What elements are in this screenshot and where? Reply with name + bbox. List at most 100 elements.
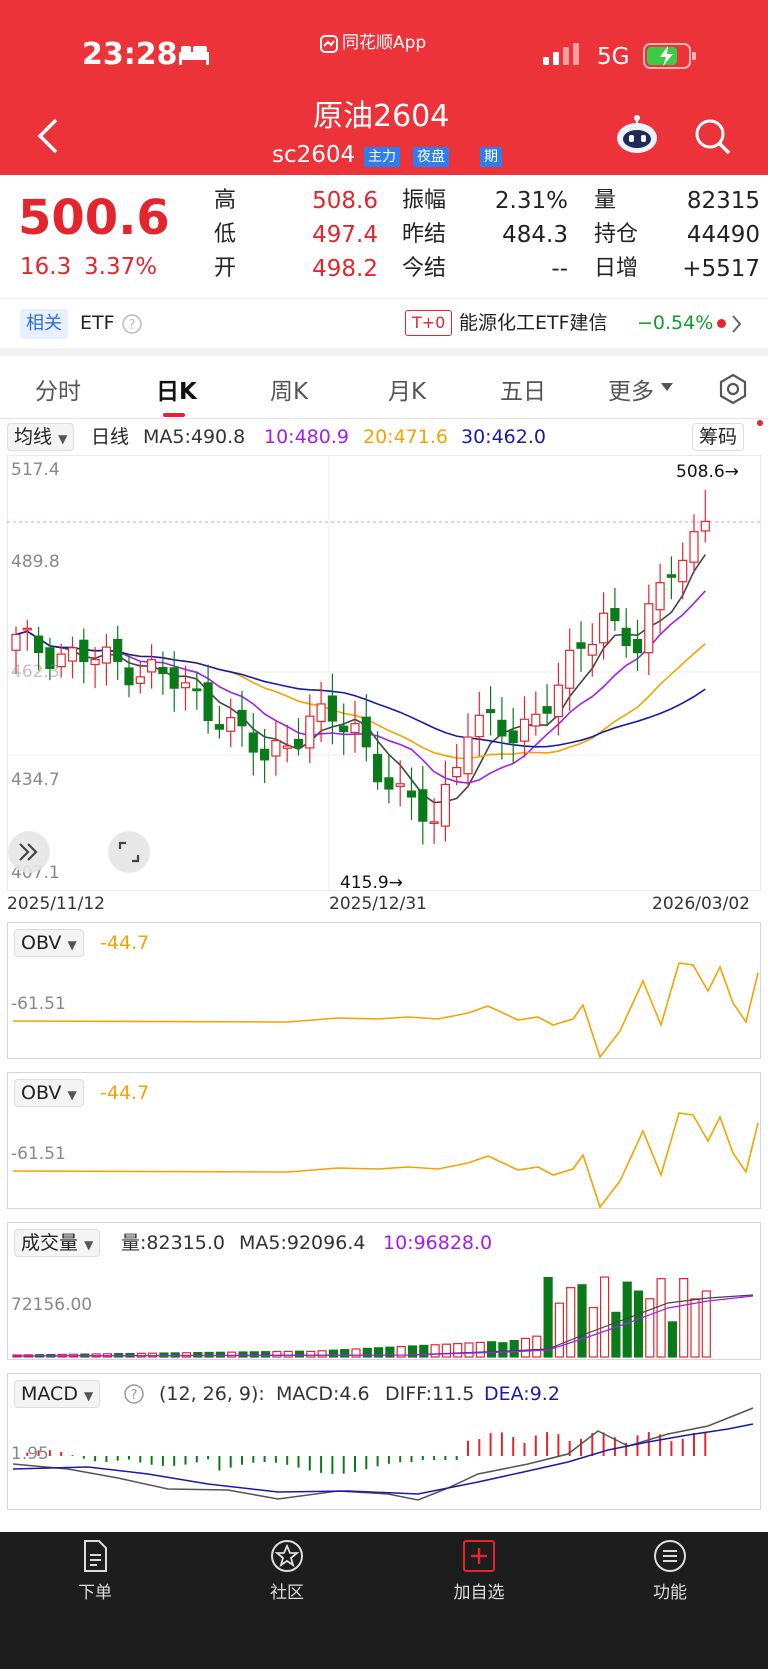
volume-bar bbox=[645, 1298, 655, 1358]
star-circle-icon bbox=[271, 1540, 303, 1572]
network-type: 5G bbox=[597, 44, 630, 70]
macd-chart bbox=[12, 1407, 754, 1501]
candle-body bbox=[689, 531, 699, 563]
search-icon[interactable] bbox=[693, 117, 733, 157]
contract-code: sc2604 bbox=[272, 142, 356, 168]
volume-bar bbox=[701, 1290, 711, 1358]
candle-body bbox=[373, 753, 383, 783]
etf-name[interactable]: 能源化工ETF建信 bbox=[459, 312, 608, 334]
candlestick-chart[interactable]: 517.4 489.8 462.3 434.7 407.1 508.6→ 415… bbox=[7, 455, 761, 891]
dropdown-arrow-icon[interactable] bbox=[660, 382, 674, 392]
candle-body bbox=[282, 745, 292, 749]
label-today-settle: 今结 bbox=[402, 256, 447, 281]
battery-icon bbox=[643, 43, 696, 69]
candle-body bbox=[610, 608, 620, 622]
tab-more[interactable]: 更多 bbox=[608, 379, 654, 405]
ma-select-label: 均线 bbox=[14, 426, 53, 448]
volume-select[interactable]: 成交量 ▼ bbox=[14, 1229, 101, 1257]
chip-button[interactable]: 筹码 bbox=[692, 423, 745, 451]
obv-name: OBV bbox=[21, 1082, 62, 1104]
candle-body bbox=[632, 638, 643, 654]
app-logo-icon bbox=[320, 35, 338, 53]
candle-body bbox=[192, 688, 202, 692]
robot-assistant-icon[interactable] bbox=[614, 112, 660, 156]
value-today-settle: -- bbox=[551, 256, 568, 282]
chevron-right-icon[interactable] bbox=[731, 314, 743, 334]
volume-bar bbox=[498, 1342, 508, 1358]
obv-axis-label: -61.51 bbox=[11, 1144, 66, 1164]
volume-bar bbox=[532, 1335, 542, 1358]
obv-panel-2[interactable]: OBV ▼ -44.7 -61.51 bbox=[7, 1072, 761, 1209]
tab-timeshare[interactable]: 分时 bbox=[35, 379, 81, 405]
y-axis-label-3: 462.3 bbox=[11, 662, 60, 682]
volume-bar bbox=[181, 1352, 192, 1358]
y-axis-label-top: 517.4 bbox=[11, 460, 60, 480]
candle-body bbox=[11, 633, 21, 651]
price-change-pct: 3.37% bbox=[84, 254, 158, 280]
candle-body bbox=[406, 790, 417, 798]
expand-indicators-button[interactable] bbox=[8, 831, 50, 873]
double-chevron-icon bbox=[19, 843, 38, 861]
settings-hex-icon[interactable] bbox=[716, 372, 750, 406]
candle-body bbox=[271, 739, 281, 757]
candle-body bbox=[147, 659, 157, 673]
volume-bar bbox=[261, 1351, 271, 1358]
tag-night: 夜盘 bbox=[413, 147, 449, 167]
candle-body bbox=[101, 646, 112, 664]
nav-add-watchlist[interactable]: 加自选 bbox=[429, 1538, 529, 1603]
nav-community[interactable]: 社区 bbox=[237, 1538, 337, 1603]
y-axis-label-2: 489.8 bbox=[11, 552, 60, 572]
ma-select[interactable]: 均线 ▼ bbox=[7, 423, 75, 451]
menu-circle-icon bbox=[654, 1540, 686, 1572]
tab-weekly-k[interactable]: 周K bbox=[270, 379, 309, 405]
volume-bar bbox=[679, 1278, 689, 1358]
obv-line-chart bbox=[12, 1112, 759, 1209]
related-tag[interactable]: 相关 bbox=[20, 309, 68, 339]
candle-body bbox=[384, 777, 394, 790]
obv-line bbox=[12, 962, 759, 1059]
ma30-value: 30:462.0 bbox=[461, 426, 546, 448]
back-icon[interactable] bbox=[34, 116, 60, 156]
ma30-line bbox=[15, 630, 706, 748]
volume-panel[interactable]: 成交量 ▼ 量:82315.0 MA5:92096.4 10:96828.0 7… bbox=[7, 1222, 761, 1360]
signal-icon bbox=[543, 43, 579, 65]
nav-functions-label: 功能 bbox=[653, 1583, 687, 1603]
candle-body bbox=[350, 723, 360, 734]
help-icon[interactable]: ? bbox=[123, 1383, 145, 1405]
value-high: 508.6 bbox=[312, 188, 378, 214]
tab-monthly-k[interactable]: 月K bbox=[388, 379, 427, 405]
volume-bar bbox=[396, 1345, 406, 1358]
dropdown-arrow-icon: ▼ bbox=[84, 1238, 94, 1252]
candle-body bbox=[113, 638, 123, 662]
tab-daily-k[interactable]: 日K bbox=[156, 379, 197, 405]
candle-body bbox=[486, 709, 496, 714]
svg-text:?: ? bbox=[131, 1388, 138, 1403]
tab-five-day[interactable]: 五日 bbox=[500, 379, 546, 405]
candle-body bbox=[395, 783, 405, 787]
candle-body bbox=[576, 642, 586, 649]
volume-bar bbox=[249, 1351, 259, 1358]
date-mid: 2025/12/31 bbox=[329, 894, 427, 914]
tag-futures: 期 bbox=[480, 147, 502, 167]
nav-order[interactable]: 下单 bbox=[45, 1538, 145, 1603]
macd-name: MACD bbox=[21, 1383, 78, 1405]
fullscreen-button[interactable] bbox=[108, 831, 150, 873]
obv-select-1[interactable]: OBV ▼ bbox=[14, 929, 84, 957]
obv-panel-1[interactable]: OBV ▼ -44.7 -61.51 bbox=[7, 922, 761, 1059]
source-app: 同花顺App bbox=[342, 33, 427, 53]
dropdown-arrow-icon: ▼ bbox=[67, 1088, 77, 1102]
candle-body bbox=[440, 783, 450, 827]
candle-body bbox=[34, 635, 44, 654]
nav-functions[interactable]: 功能 bbox=[620, 1538, 720, 1603]
macd-select[interactable]: MACD ▼ bbox=[14, 1380, 101, 1408]
app-header: 23:28 同花顺App 5G 原油2604 sc2604 主力 夜盘 期 bbox=[0, 0, 768, 175]
document-icon bbox=[84, 1540, 107, 1572]
macd-panel[interactable]: MACD ▼ ? (12, 26, 9): MACD:4.6 DIFF:11.5… bbox=[7, 1373, 761, 1510]
volume-bar bbox=[340, 1348, 350, 1358]
help-icon[interactable]: ? bbox=[121, 313, 143, 335]
related-etf-label[interactable]: ETF bbox=[80, 312, 115, 334]
candle-body bbox=[429, 821, 439, 824]
volume-bar bbox=[294, 1350, 305, 1358]
obv-select-2[interactable]: OBV ▼ bbox=[14, 1079, 84, 1107]
candle-body bbox=[180, 682, 191, 689]
